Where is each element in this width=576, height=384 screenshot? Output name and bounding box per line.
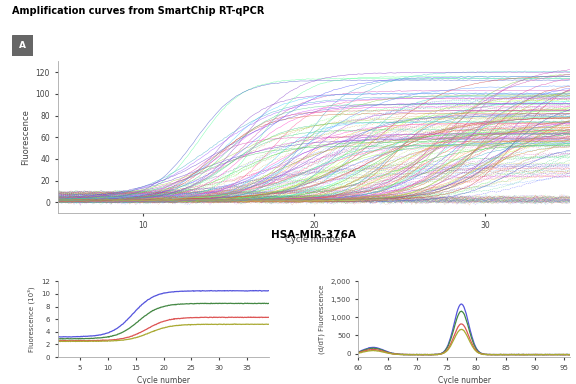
Y-axis label: (d/dT) Fluorescence: (d/dT) Fluorescence bbox=[319, 285, 325, 354]
X-axis label: Cycle number: Cycle number bbox=[285, 235, 343, 244]
X-axis label: Cycle number: Cycle number bbox=[438, 376, 491, 384]
Y-axis label: Fluorescence (10³): Fluorescence (10³) bbox=[28, 286, 35, 352]
Y-axis label: Fluorescence: Fluorescence bbox=[21, 109, 30, 165]
Text: A: A bbox=[19, 41, 26, 50]
Text: Amplification curves from SmartChip RT-qPCR: Amplification curves from SmartChip RT-q… bbox=[12, 6, 264, 16]
X-axis label: Cycle number: Cycle number bbox=[137, 376, 190, 384]
Text: HSA-MIR-376A: HSA-MIR-376A bbox=[271, 230, 357, 240]
